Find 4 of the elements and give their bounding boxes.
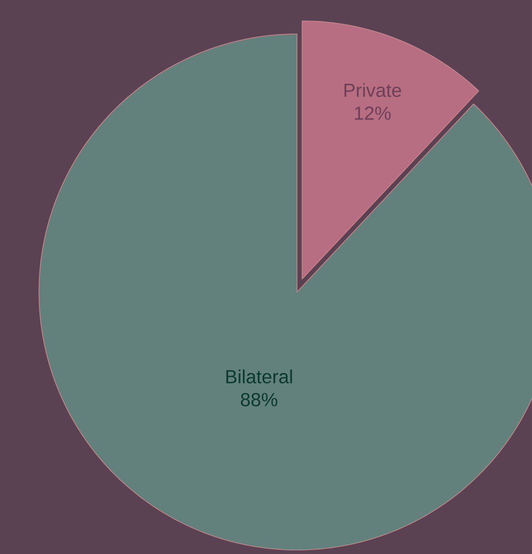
slice-label: Private: [344, 83, 402, 97]
slice-label: Bilateral: [226, 370, 292, 384]
data-label: 88%: [240, 392, 278, 406]
data-label: 12%: [354, 106, 391, 120]
